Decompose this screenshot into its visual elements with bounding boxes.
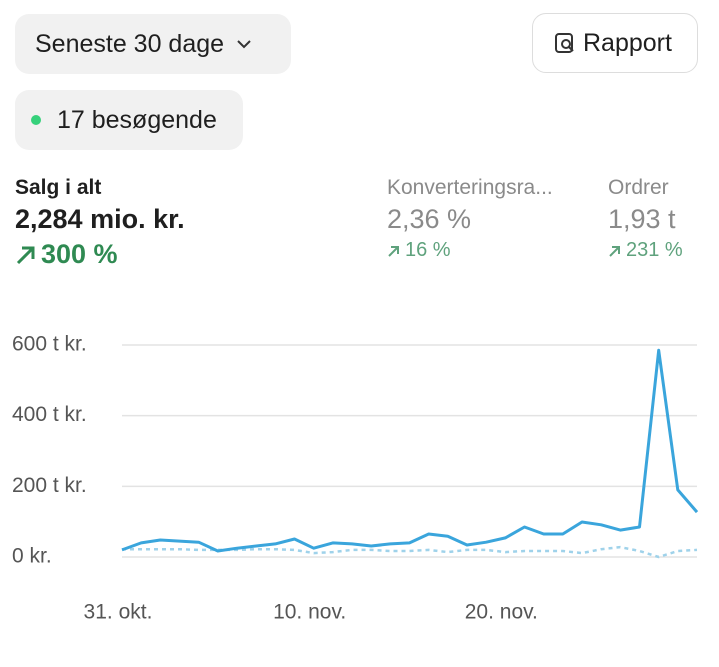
metric-change-text: 16 %	[405, 239, 451, 261]
metric-value: 2,36 %	[387, 204, 472, 234]
metric-change: 300 %	[15, 239, 185, 270]
report-text: Rapport	[583, 28, 672, 57]
date-range-text: Seneste 30 dage	[35, 29, 225, 58]
metric[interactable]: Salg i alt 2,284 mio. kr. 300 %	[15, 176, 185, 270]
report-button[interactable]: Rapport	[532, 13, 698, 73]
y-tick-label: 600 t kr.	[12, 333, 87, 356]
series-line	[122, 545, 698, 559]
y-tick-label: 200 t kr.	[12, 474, 87, 497]
visitors-text: 17 besøgende	[57, 105, 217, 134]
x-tick-label: 20. nov.	[465, 601, 538, 624]
metric-change: 231 %	[608, 239, 683, 262]
live-dot	[31, 115, 41, 125]
metric-label: Salg i alt	[15, 176, 102, 199]
metric[interactable]: Ordrer 1,93 t 231 %	[608, 176, 683, 262]
metric-change-text: 300 %	[41, 239, 118, 269]
visitors-pill[interactable]: 17 besøgende	[15, 90, 243, 150]
x-tick-label: 31. okt.	[84, 601, 153, 624]
report-icon	[555, 33, 574, 53]
metric-value: 1,93 t	[608, 204, 676, 234]
metric-change-text: 231 %	[626, 239, 683, 261]
up-arrow	[609, 245, 620, 257]
date-range-button[interactable]: Seneste 30 dage	[15, 14, 291, 74]
up-arrow	[388, 245, 399, 257]
metric-value: 2,284 mio. kr.	[15, 204, 185, 234]
chevron-icon	[237, 40, 251, 49]
metric-change: 16 %	[387, 239, 553, 262]
up-arrow	[16, 246, 35, 264]
metric[interactable]: Konverteringsra... 2,36 % 16 %	[387, 176, 553, 262]
metric-label: Konverteringsra...	[387, 176, 553, 199]
y-tick-label: 0 kr.	[12, 545, 52, 568]
y-tick-label: 400 t kr.	[12, 403, 87, 426]
series-line	[121, 348, 699, 553]
x-tick-label: 10. nov.	[273, 601, 346, 624]
metric-label: Ordrer	[608, 176, 669, 199]
